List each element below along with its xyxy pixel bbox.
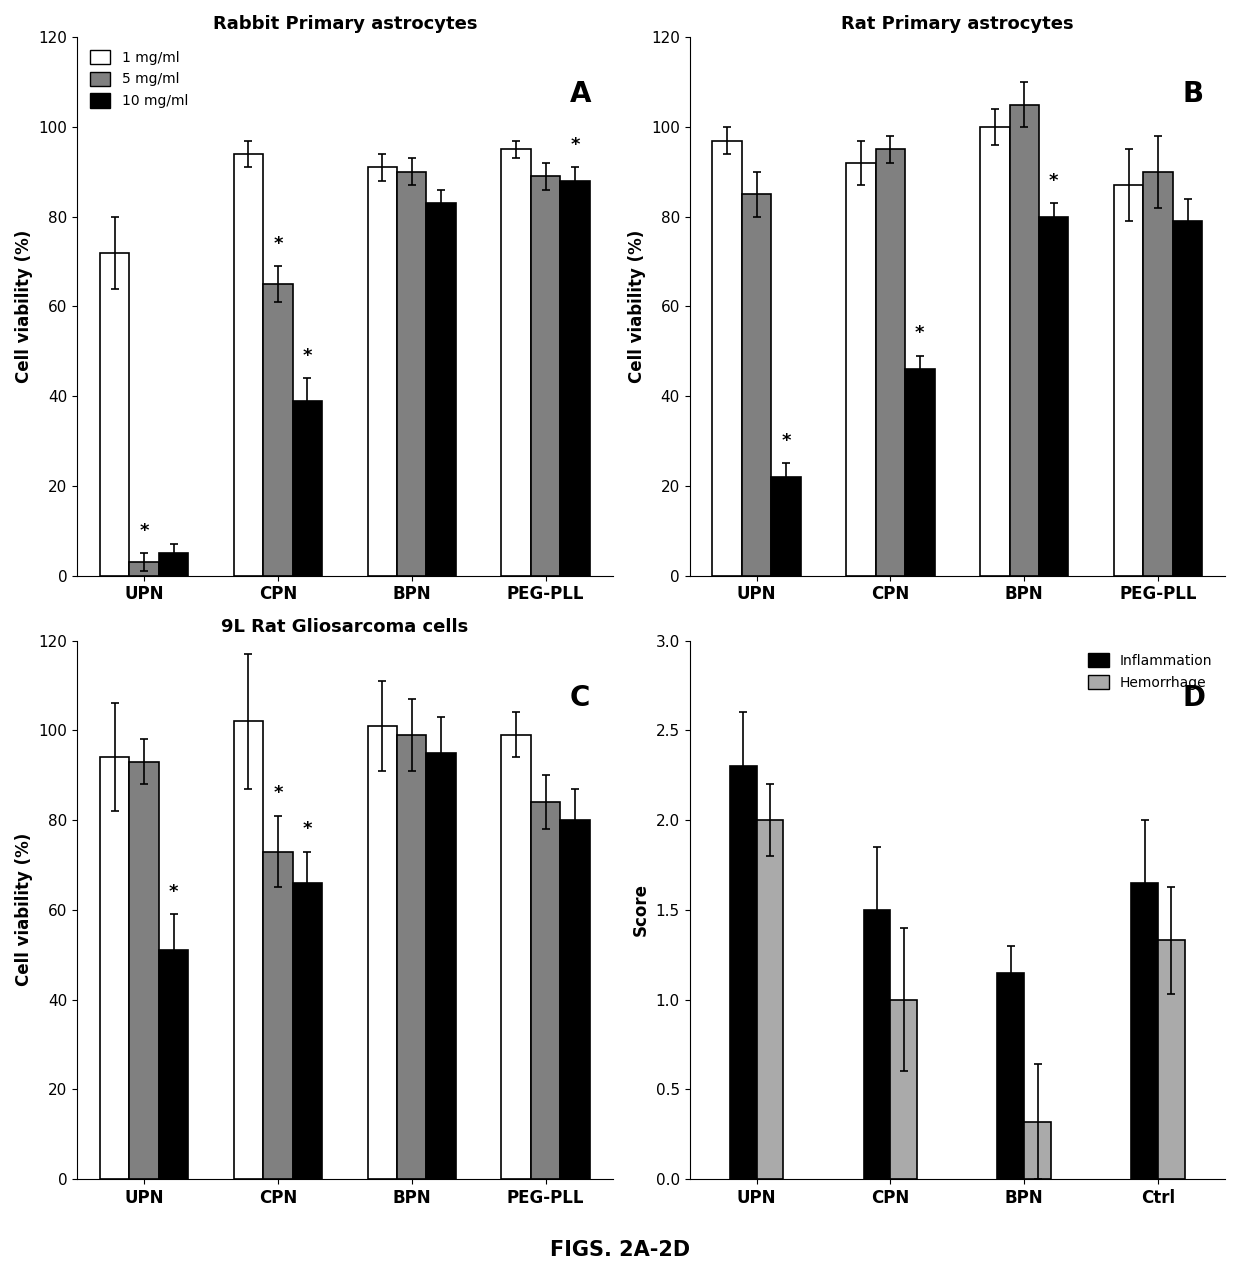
- Bar: [1039, 217, 1069, 576]
- Bar: [890, 999, 918, 1179]
- Y-axis label: Cell viability (%): Cell viability (%): [15, 230, 33, 383]
- Bar: [100, 757, 129, 1179]
- Bar: [263, 284, 293, 576]
- Bar: [756, 820, 784, 1179]
- Bar: [771, 477, 801, 576]
- Bar: [234, 721, 263, 1179]
- Text: B: B: [1182, 81, 1203, 108]
- Bar: [1143, 172, 1173, 576]
- Text: *: *: [303, 820, 312, 838]
- Bar: [730, 766, 756, 1179]
- Bar: [980, 127, 1009, 576]
- Title: Rat Primary astrocytes: Rat Primary astrocytes: [841, 15, 1074, 33]
- Bar: [159, 553, 188, 576]
- Text: *: *: [915, 324, 925, 342]
- Bar: [159, 950, 188, 1179]
- Y-axis label: Cell viability (%): Cell viability (%): [627, 230, 646, 383]
- Text: A: A: [569, 81, 591, 108]
- Bar: [997, 972, 1024, 1179]
- Bar: [713, 140, 742, 576]
- Text: C: C: [569, 684, 590, 711]
- Bar: [263, 851, 293, 1179]
- Bar: [846, 163, 875, 576]
- Bar: [1158, 940, 1185, 1179]
- Text: FIGS. 2A-2D: FIGS. 2A-2D: [549, 1240, 691, 1260]
- Bar: [875, 149, 905, 576]
- Text: *: *: [273, 234, 283, 252]
- Text: D: D: [1182, 684, 1205, 711]
- Legend: Inflammation, Hemorrhage: Inflammation, Hemorrhage: [1083, 648, 1218, 696]
- Bar: [129, 761, 159, 1179]
- Bar: [1173, 221, 1203, 576]
- Bar: [427, 752, 456, 1179]
- Bar: [531, 802, 560, 1179]
- Bar: [397, 734, 427, 1179]
- Bar: [531, 176, 560, 576]
- Bar: [501, 149, 531, 576]
- Bar: [863, 909, 890, 1179]
- Bar: [560, 820, 590, 1179]
- Bar: [1009, 104, 1039, 576]
- Text: *: *: [1049, 172, 1059, 190]
- Bar: [397, 172, 427, 576]
- Bar: [129, 562, 159, 576]
- Title: Rabbit Primary astrocytes: Rabbit Primary astrocytes: [212, 15, 477, 33]
- Bar: [234, 154, 263, 576]
- Title: 9L Rat Gliosarcoma cells: 9L Rat Gliosarcoma cells: [221, 619, 469, 637]
- Text: *: *: [570, 136, 580, 154]
- Text: *: *: [169, 883, 179, 901]
- Bar: [427, 203, 456, 576]
- Bar: [367, 167, 397, 576]
- Y-axis label: Score: Score: [632, 883, 650, 936]
- Bar: [293, 883, 322, 1179]
- Text: *: *: [273, 784, 283, 802]
- Y-axis label: Cell viability (%): Cell viability (%): [15, 833, 33, 986]
- Bar: [1024, 1121, 1052, 1179]
- Text: *: *: [139, 522, 149, 540]
- Bar: [367, 725, 397, 1179]
- Bar: [560, 181, 590, 576]
- Bar: [905, 369, 935, 576]
- Legend: 1 mg/ml, 5 mg/ml, 10 mg/ml: 1 mg/ml, 5 mg/ml, 10 mg/ml: [84, 44, 193, 113]
- Bar: [1131, 883, 1158, 1179]
- Bar: [293, 401, 322, 576]
- Text: *: *: [781, 432, 791, 450]
- Bar: [1114, 185, 1143, 576]
- Bar: [100, 252, 129, 576]
- Bar: [501, 734, 531, 1179]
- Bar: [742, 194, 771, 576]
- Text: *: *: [303, 347, 312, 365]
